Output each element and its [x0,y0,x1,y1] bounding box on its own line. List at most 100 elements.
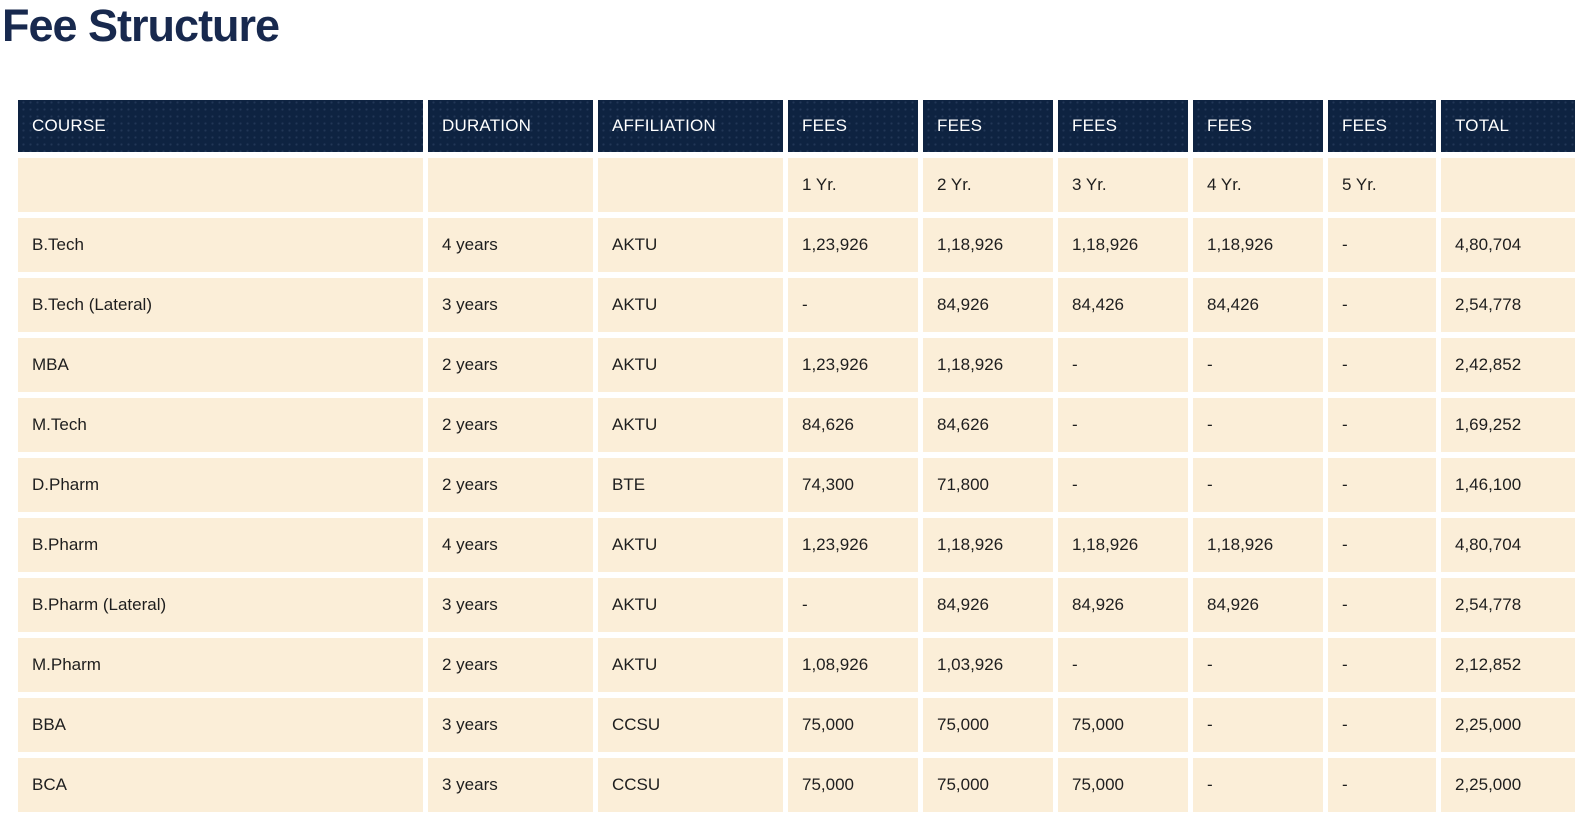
cell-total: 1,69,252 [1441,398,1575,452]
cell-affiliation: CCSU [598,758,783,812]
cell-duration: 2 years [428,338,593,392]
cell-fee-2yr: 1,18,926 [923,338,1053,392]
cell-fee-3yr: 84,426 [1058,278,1188,332]
cell-duration: 3 years [428,698,593,752]
cell-duration: 2 years [428,458,593,512]
cell-course: D.Pharm [18,458,423,512]
subheader-duration-empty [428,158,593,212]
column-header-duration: DURATION [428,100,593,152]
cell-fee-4yr: 1,18,926 [1193,218,1323,272]
cell-duration: 3 years [428,278,593,332]
cell-fee-1yr: 1,23,926 [788,338,918,392]
cell-affiliation: AKTU [598,338,783,392]
column-header-total: TOTAL [1441,100,1575,152]
cell-fee-5yr: - [1328,698,1436,752]
cell-duration: 2 years [428,398,593,452]
cell-fee-4yr: - [1193,758,1323,812]
cell-fee-1yr: 74,300 [788,458,918,512]
column-header-fees-3: FEES [1058,100,1188,152]
cell-total: 4,80,704 [1441,518,1575,572]
column-header-fees-5: FEES [1328,100,1436,152]
cell-fee-2yr: 71,800 [923,458,1053,512]
cell-course: B.Pharm (Lateral) [18,578,423,632]
cell-fee-4yr: - [1193,338,1323,392]
cell-course: B.Tech (Lateral) [18,278,423,332]
cell-fee-2yr: 75,000 [923,698,1053,752]
cell-fee-3yr: - [1058,338,1188,392]
cell-affiliation: CCSU [598,698,783,752]
cell-duration: 4 years [428,218,593,272]
cell-fee-3yr: - [1058,638,1188,692]
cell-fee-1yr: - [788,578,918,632]
cell-fee-5yr: - [1328,458,1436,512]
column-header-fees-4: FEES [1193,100,1323,152]
cell-course: B.Tech [18,218,423,272]
cell-fee-4yr: - [1193,458,1323,512]
subheader-affiliation-empty [598,158,783,212]
cell-affiliation: AKTU [598,218,783,272]
cell-fee-1yr: 75,000 [788,698,918,752]
cell-fee-4yr: 1,18,926 [1193,518,1323,572]
column-header-fees-2: FEES [923,100,1053,152]
cell-fee-5yr: - [1328,218,1436,272]
cell-affiliation: AKTU [598,398,783,452]
cell-affiliation: AKTU [598,278,783,332]
page-title: Fee Structure [2,0,280,51]
cell-course: BBA [18,698,423,752]
cell-fee-3yr: 75,000 [1058,698,1188,752]
cell-fee-3yr: - [1058,458,1188,512]
cell-total: 1,46,100 [1441,458,1575,512]
cell-fee-5yr: - [1328,578,1436,632]
cell-fee-1yr: 1,23,926 [788,218,918,272]
cell-course: BCA [18,758,423,812]
cell-fee-4yr: 84,426 [1193,278,1323,332]
cell-duration: 3 years [428,578,593,632]
cell-fee-2yr: 84,926 [923,578,1053,632]
cell-fee-1yr: - [788,278,918,332]
fee-structure-table: COURSE DURATION AFFILIATION FEES FEES FE… [18,100,1575,812]
cell-fee-2yr: 1,03,926 [923,638,1053,692]
cell-fee-2yr: 1,18,926 [923,218,1053,272]
cell-total: 2,25,000 [1441,698,1575,752]
cell-total: 2,12,852 [1441,638,1575,692]
cell-fee-3yr: 75,000 [1058,758,1188,812]
cell-course: M.Tech [18,398,423,452]
column-header-affiliation: AFFILIATION [598,100,783,152]
cell-fee-3yr: - [1058,398,1188,452]
cell-affiliation: AKTU [598,578,783,632]
subheader-year-2: 2 Yr. [923,158,1053,212]
cell-fee-2yr: 84,926 [923,278,1053,332]
cell-total: 2,54,778 [1441,578,1575,632]
cell-duration: 2 years [428,638,593,692]
cell-affiliation: AKTU [598,638,783,692]
cell-duration: 4 years [428,518,593,572]
cell-fee-1yr: 84,626 [788,398,918,452]
cell-total: 4,80,704 [1441,218,1575,272]
cell-fee-5yr: - [1328,398,1436,452]
cell-fee-5yr: - [1328,518,1436,572]
subheader-year-5: 5 Yr. [1328,158,1436,212]
cell-course: B.Pharm [18,518,423,572]
subheader-year-1: 1 Yr. [788,158,918,212]
subheader-year-3: 3 Yr. [1058,158,1188,212]
cell-affiliation: BTE [598,458,783,512]
cell-fee-4yr: - [1193,698,1323,752]
column-header-course: COURSE [18,100,423,152]
cell-total: 2,42,852 [1441,338,1575,392]
cell-fee-4yr: 84,926 [1193,578,1323,632]
column-header-fees-1: FEES [788,100,918,152]
cell-fee-3yr: 1,18,926 [1058,218,1188,272]
cell-fee-1yr: 75,000 [788,758,918,812]
cell-total: 2,54,778 [1441,278,1575,332]
cell-fee-2yr: 75,000 [923,758,1053,812]
cell-fee-3yr: 84,926 [1058,578,1188,632]
cell-course: MBA [18,338,423,392]
cell-total: 2,25,000 [1441,758,1575,812]
subheader-total-empty [1441,158,1575,212]
cell-fee-5yr: - [1328,638,1436,692]
cell-fee-5yr: - [1328,338,1436,392]
cell-fee-2yr: 84,626 [923,398,1053,452]
cell-fee-4yr: - [1193,398,1323,452]
cell-fee-2yr: 1,18,926 [923,518,1053,572]
cell-fee-1yr: 1,08,926 [788,638,918,692]
